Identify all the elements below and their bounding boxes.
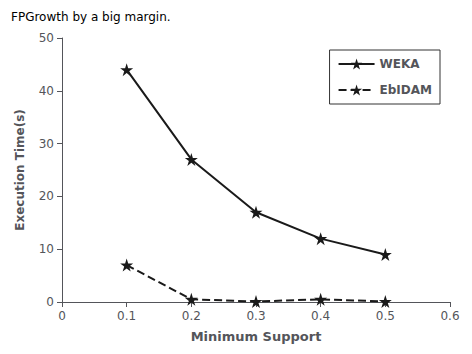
svg-text:FPGrowth by a big margin.: FPGrowth by a big margin. <box>11 10 171 24</box>
svg-text:20: 20 <box>39 189 54 203</box>
svg-text:0: 0 <box>46 295 54 309</box>
svg-text:0.5: 0.5 <box>376 309 395 323</box>
svg-text:50: 50 <box>39 31 54 45</box>
svg-text:40: 40 <box>39 84 54 98</box>
svg-text:30: 30 <box>39 137 54 151</box>
svg-text:0.2: 0.2 <box>182 309 201 323</box>
svg-text:0.3: 0.3 <box>246 309 265 323</box>
svg-text:0: 0 <box>58 309 66 323</box>
svg-text:WEKA: WEKA <box>380 57 421 71</box>
svg-text:0.1: 0.1 <box>117 309 136 323</box>
svg-text:0.6: 0.6 <box>440 309 459 323</box>
svg-text:EbIDAM: EbIDAM <box>380 83 432 97</box>
svg-text:Execution Time(s): Execution Time(s) <box>13 109 27 231</box>
svg-text:0.4: 0.4 <box>311 309 330 323</box>
svg-text:10: 10 <box>39 242 54 256</box>
svg-text:Minimum Support: Minimum Support <box>191 329 322 344</box>
